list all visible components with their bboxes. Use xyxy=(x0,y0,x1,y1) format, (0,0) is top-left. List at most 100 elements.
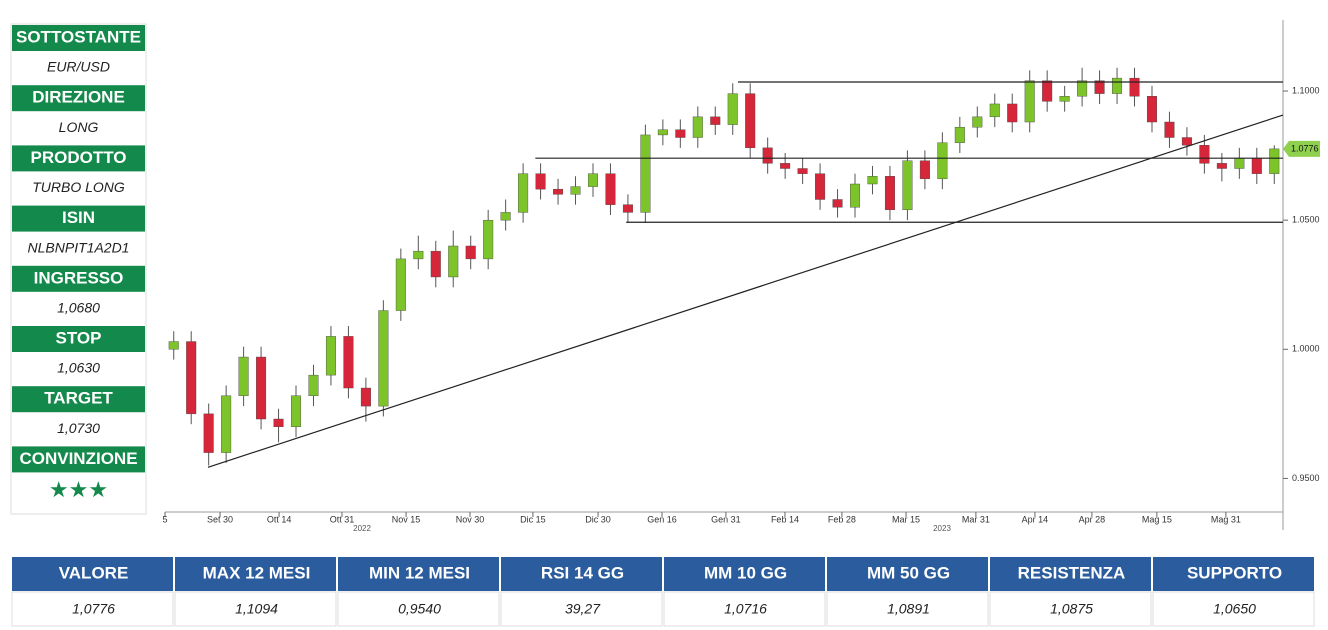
x-tick-label: Dic 15 xyxy=(520,514,546,524)
table-value-cell xyxy=(826,591,989,627)
table-value: 1,0650 xyxy=(1213,601,1256,617)
candle-body xyxy=(553,188,564,195)
candle-body xyxy=(657,129,668,136)
candle-body xyxy=(1094,80,1105,94)
x-tick-label: Ott 14 xyxy=(267,514,292,524)
table-header: MIN 12 MESI xyxy=(369,563,470,582)
candle-body xyxy=(937,142,948,180)
year-label: 2023 xyxy=(933,524,951,533)
candle-body xyxy=(1216,163,1227,169)
x-tick-label: Mag 31 xyxy=(1211,514,1241,524)
candle-body xyxy=(308,374,319,396)
table-value: 1,0891 xyxy=(887,601,930,617)
sidebar-label: PRODOTTO xyxy=(30,148,126,167)
candle-body xyxy=(465,245,476,260)
candle-body xyxy=(186,341,197,415)
candle-body xyxy=(378,310,389,407)
sidebar-header xyxy=(12,25,145,51)
sidebar-label: STOP xyxy=(56,328,102,347)
sidebar-label: TARGET xyxy=(44,389,113,408)
x-tick-label: Nov 30 xyxy=(456,514,485,524)
x-tick-label: Gen 31 xyxy=(711,514,741,524)
sidebar-value: ★★★ xyxy=(49,477,108,502)
candle-body xyxy=(1164,121,1175,138)
candle-body xyxy=(1269,148,1280,174)
table-header: MM 10 GG xyxy=(704,563,787,582)
trendline xyxy=(207,114,1284,468)
table-header-cell xyxy=(827,557,988,591)
candle-body xyxy=(360,387,371,407)
candle-body xyxy=(430,250,441,278)
candle-body xyxy=(867,176,878,185)
last-price-box xyxy=(1283,140,1320,157)
x-tick-label: Set 30 xyxy=(207,514,233,524)
candle-body xyxy=(518,173,529,213)
x-tick-label: Dic 30 xyxy=(585,514,611,524)
table-value-cell xyxy=(11,591,174,627)
sidebar-value: TURBO LONG xyxy=(32,179,125,195)
sidebar-label: INGRESSO xyxy=(34,268,124,287)
candle-body xyxy=(884,176,895,211)
table-value-cell xyxy=(337,591,500,627)
candle-body xyxy=(291,395,302,427)
table-header: MM 50 GG xyxy=(867,563,950,582)
table-header-cell xyxy=(664,557,825,591)
sidebar-header xyxy=(12,326,145,352)
candle-body xyxy=(483,219,494,260)
candle-body xyxy=(815,173,826,200)
sidebar-value: EUR/USD xyxy=(47,59,110,75)
table-value: 0,9540 xyxy=(398,601,441,617)
candle-body xyxy=(622,204,633,213)
candle-body xyxy=(256,356,267,420)
y-tick-label: 0.9500 xyxy=(1292,473,1320,483)
candle-body xyxy=(954,126,965,143)
x-tick-label: Mag 15 xyxy=(1142,514,1172,524)
candle-body xyxy=(850,183,861,208)
x-tick-label: Apr 14 xyxy=(1022,514,1049,524)
candle-body xyxy=(710,116,721,125)
candle-body xyxy=(727,93,738,125)
y-tick-label: 1.0500 xyxy=(1292,215,1320,225)
table-header-cell xyxy=(1153,557,1314,591)
sidebar-label: ISIN xyxy=(62,208,95,227)
sidebar-value: LONG xyxy=(59,119,99,135)
candle-body xyxy=(535,173,546,190)
x-tick-label: Nov 15 xyxy=(392,514,421,524)
sidebar-header xyxy=(12,446,145,473)
table-value: 39,27 xyxy=(565,601,601,617)
sidebar-header xyxy=(12,145,145,172)
candle-body xyxy=(500,212,511,221)
table-header-cell xyxy=(12,557,173,591)
candle-body xyxy=(780,163,791,169)
candle-body xyxy=(1024,80,1035,123)
candle-body xyxy=(413,250,424,260)
candle-body xyxy=(605,173,616,205)
candle-body xyxy=(1007,103,1018,123)
candle-body xyxy=(832,199,843,208)
sidebar-header xyxy=(12,386,145,413)
table-header: RESISTENZA xyxy=(1018,563,1126,582)
year-label: 2022 xyxy=(353,524,371,533)
table-value-cell xyxy=(989,591,1152,627)
sidebar-value: 1,0630 xyxy=(57,360,100,376)
candle-body xyxy=(1129,77,1140,97)
sidebar-value: 1,0730 xyxy=(57,420,100,436)
candle-body xyxy=(972,116,983,128)
table-header-cell xyxy=(501,557,662,591)
candle-body xyxy=(675,129,686,138)
sidebar-value: 1,0680 xyxy=(57,300,100,316)
candle-body xyxy=(762,147,773,164)
candle-body xyxy=(168,341,179,350)
table-value: 1,0875 xyxy=(1050,601,1093,617)
table-value-cell xyxy=(1152,591,1315,627)
x-tick-label: Apr 28 xyxy=(1079,514,1106,524)
candle-body xyxy=(1146,95,1157,123)
candle-body xyxy=(1077,80,1088,97)
candle-body xyxy=(325,336,336,376)
sidebar-value: NLBNPIT1A2D1 xyxy=(28,239,130,255)
x-tick-label: Mar 31 xyxy=(962,514,990,524)
sidebar-label: DIREZIONE xyxy=(32,88,125,107)
table-header: MAX 12 MESI xyxy=(203,563,311,582)
y-tick-label: 1.1000 xyxy=(1292,85,1320,95)
x-tick-label: Feb 28 xyxy=(828,514,856,524)
